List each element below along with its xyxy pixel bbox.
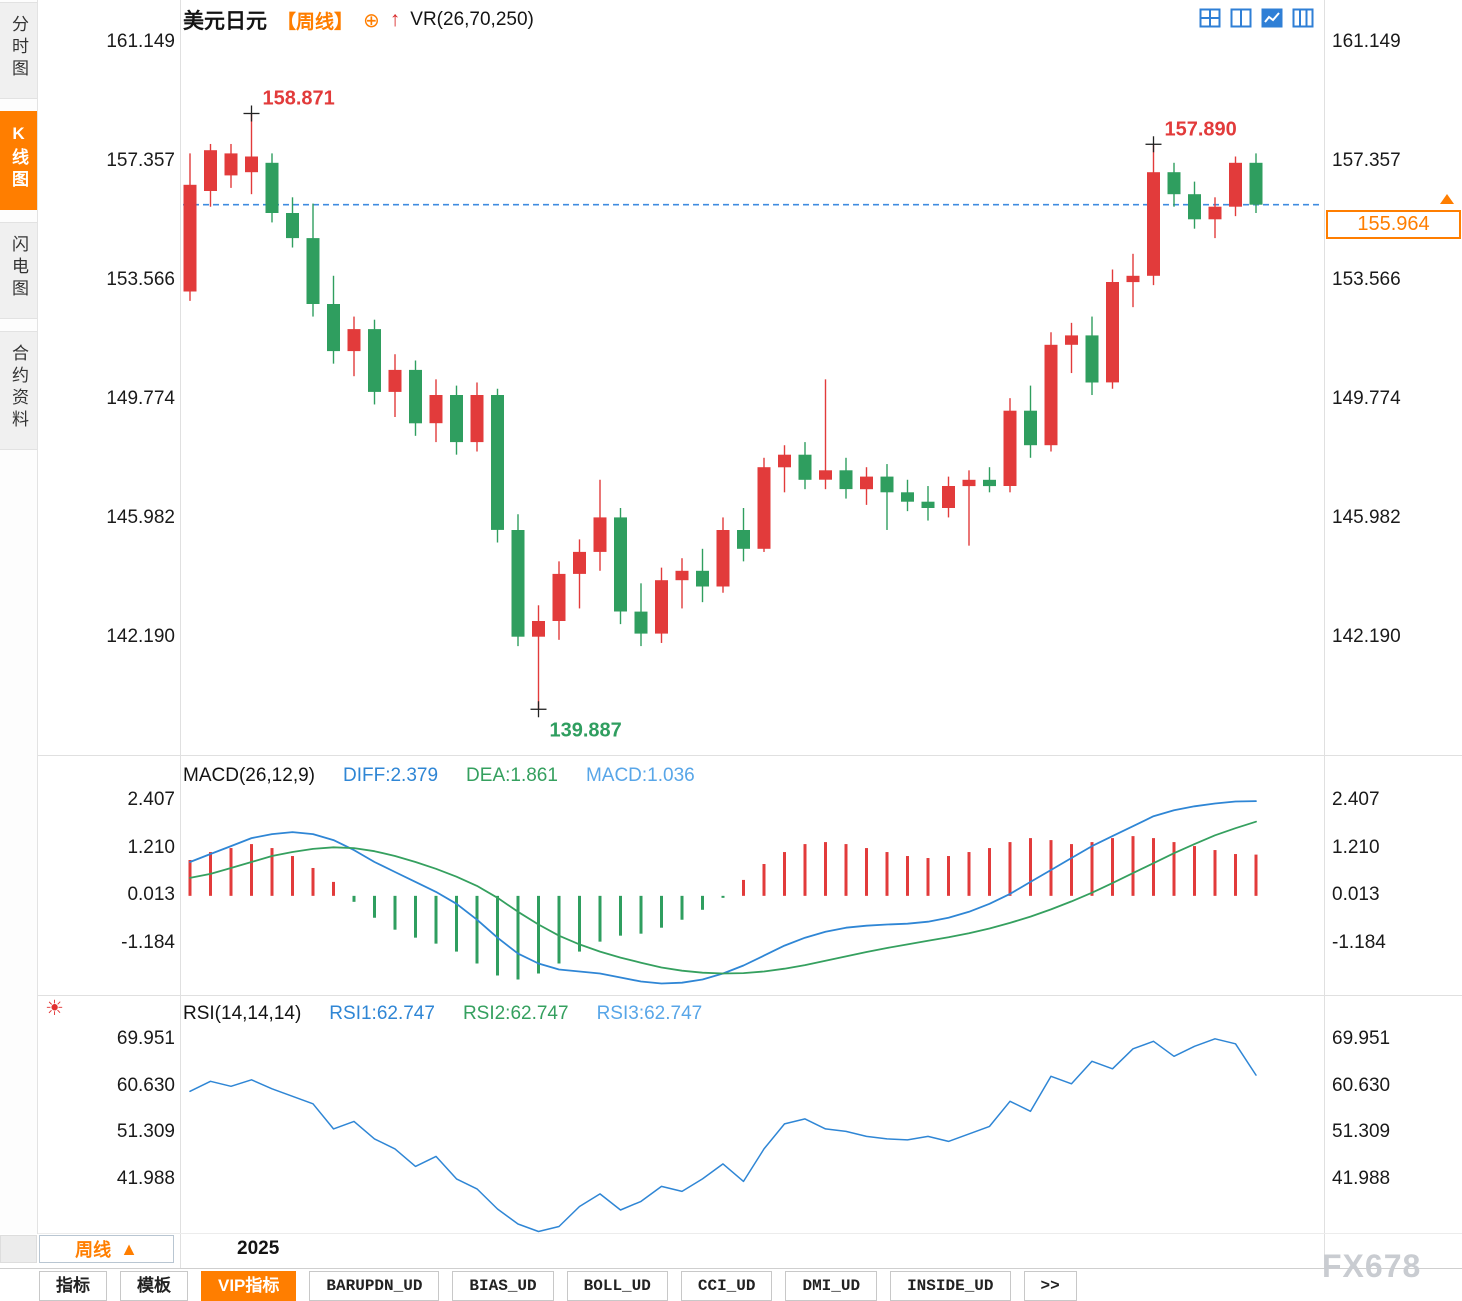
macd-axis-tick: -1.184 (121, 931, 175, 953)
rsi-axis-tick: 60.630 (116, 1074, 175, 1096)
left-sidebar: 分时图 K线图 闪电图 合约资料 (0, 0, 38, 1234)
tab-bias-ud[interactable]: BIAS_UD (452, 1271, 554, 1301)
price-axis-tick: 149.774 (106, 387, 175, 409)
sidebar-item-lightning-chart[interactable]: 闪电图 (0, 222, 37, 319)
add-indicator-icon[interactable]: ⊕ (363, 9, 380, 32)
rsi3-value: RSI3:62.747 (596, 1003, 703, 1024)
price-axis-tick: 145.982 (106, 506, 175, 528)
symbol-title: 美元日元 (183, 10, 267, 33)
rsi2-value: RSI2:62.747 (462, 1003, 569, 1024)
tab-boll-ud[interactable]: BOLL_UD (566, 1271, 668, 1301)
sidebar-item-label: K线图 (9, 124, 28, 192)
tab-cci-ud[interactable]: CCI_UD (680, 1271, 773, 1301)
x-axis-year-label: 2025 (237, 1238, 280, 1259)
price-axis-tick: 153.566 (106, 268, 175, 290)
rsi-axis-tick: 69.951 (1332, 1028, 1391, 1049)
current-price-tag: 155.964 (1326, 210, 1461, 239)
price-axis-tick: 161.149 (106, 31, 175, 52)
sidebar-item-contract-info[interactable]: 合约资料 (0, 331, 37, 450)
price-axis-tick: 157.357 (106, 150, 175, 171)
price-axis-tick: 149.774 (1332, 387, 1401, 409)
svg-text:139.887: 139.887 (550, 719, 622, 741)
chart-header: 美元日元 【周线】 ⊕ ↑ VR(26,70,250) (183, 5, 534, 35)
price-axis-tick: 161.149 (1332, 31, 1401, 52)
tab-vip-indicators[interactable]: VIP指标 (201, 1271, 297, 1301)
macd-axis-tick: 2.407 (127, 789, 175, 810)
macd-macd-value: MACD:1.036 (585, 765, 695, 786)
macd-axis-tick: 2.407 (1332, 789, 1380, 810)
tab-templates[interactable]: 模板 (120, 1271, 188, 1301)
period-selector-label: 周线 (75, 1240, 112, 1260)
tab-dmi-ud[interactable]: DMI_UD (785, 1271, 878, 1301)
layout-columns-icon[interactable] (1291, 6, 1315, 30)
rsi-title: RSI(14,14,14) (183, 1003, 302, 1024)
macd-dea-value: DEA:1.861 (466, 765, 558, 786)
tab-barupdn-ud[interactable]: BARUPDN_UD (309, 1271, 440, 1301)
price-arrow-up-icon (1440, 194, 1454, 204)
sidebar-item-time-chart[interactable]: 分时图 (0, 2, 37, 99)
price-axis-tick: 142.190 (1332, 625, 1401, 647)
price-axis-tick: 153.566 (1332, 268, 1401, 290)
price-axis-tick: 157.357 (1332, 150, 1401, 171)
macd-label-row: MACD(26,12,9) DIFF:2.379 DEA:1.861 MACD:… (183, 765, 695, 787)
tabs-overflow-button[interactable]: >> (1023, 1271, 1077, 1301)
macd-axis-tick: 0.013 (127, 884, 175, 906)
sidebar-item-kline-chart[interactable]: K线图 (0, 111, 37, 210)
rsi1-value: RSI1:62.747 (329, 1003, 435, 1024)
svg-text:158.871: 158.871 (263, 88, 335, 110)
sidebar-item-label: 闪电图 (9, 235, 28, 301)
layout-split-vertical-icon[interactable] (1229, 6, 1253, 30)
tab-indicators[interactable]: 指标 (39, 1271, 107, 1301)
tab-inside-ud[interactable]: INSIDE_UD (890, 1271, 1011, 1301)
macd-diff-value: DIFF:2.379 (343, 765, 439, 786)
price-axis-tick: 142.190 (106, 625, 175, 647)
sidebar-item-label: 分时图 (9, 15, 28, 81)
chart-maximize-icon[interactable] (1260, 6, 1284, 30)
bottom-tab-bar: 指标 模板 VIP指标 BARUPDN_UD BIAS_UD BOLL_UD C… (39, 1271, 1077, 1301)
macd-axis-tick: 1.210 (127, 836, 175, 858)
price-axis-tick: 145.982 (1332, 506, 1401, 528)
rsi-axis-tick: 41.988 (116, 1167, 175, 1189)
sun-icon[interactable]: ☀ (45, 997, 64, 1020)
macd-axis-tick: 1.210 (1332, 836, 1380, 858)
rsi-axis-tick: 41.988 (1332, 1167, 1391, 1189)
rsi-axis-tick: 51.309 (1332, 1121, 1391, 1143)
macd-title: MACD(26,12,9) (183, 765, 315, 786)
rsi-label-row: RSI(14,14,14) RSI1:62.747 RSI2:62.747 RS… (183, 1003, 702, 1025)
rsi-axis-tick: 69.951 (116, 1028, 175, 1049)
period-tag: 【周线】 (277, 11, 354, 33)
macd-axis-tick: -1.184 (1332, 931, 1386, 953)
macd-axis-tick: 0.013 (1332, 884, 1380, 906)
svg-text:157.890: 157.890 (1165, 118, 1237, 140)
period-selector[interactable]: 周线 ▲ (39, 1235, 174, 1263)
rsi-axis-tick: 60.630 (1332, 1074, 1391, 1096)
triangle-up-icon: ▲ (120, 1238, 138, 1259)
layout-grid-2x2-icon[interactable] (1198, 6, 1222, 30)
footer-corner (0, 1235, 37, 1263)
watermark: FX678 (1322, 1248, 1422, 1284)
layout-toolbar (1198, 6, 1315, 30)
sidebar-item-label: 合约资料 (9, 344, 28, 432)
rsi-axis-tick: 51.309 (116, 1121, 175, 1143)
up-arrow-icon: ↑ (389, 8, 401, 31)
vr-indicator-label: VR(26,70,250) (410, 9, 534, 30)
